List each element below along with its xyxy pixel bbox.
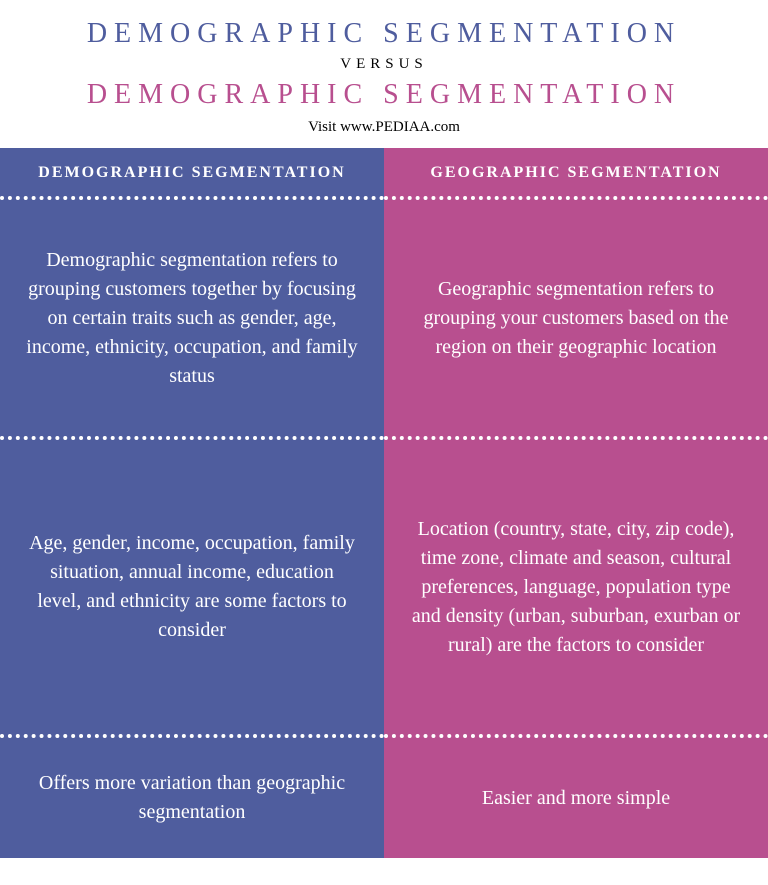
title-bottom: DEMOGRAPHIC SEGMENTATION	[20, 79, 748, 111]
visit-text: Visit www.PEDIAA.com	[20, 119, 748, 136]
right-column: GEOGRAPHIC SEGMENTATION Geographic segme…	[384, 148, 768, 858]
table-cell: Age, gender, income, occupation, family …	[0, 440, 384, 738]
comparison-table: DEMOGRAPHIC SEGMENTATION Demographic seg…	[0, 148, 768, 858]
table-cell: Geographic segmentation refers to groupi…	[384, 200, 768, 440]
right-column-header: GEOGRAPHIC SEGMENTATION	[384, 148, 768, 200]
table-cell: Offers more variation than geographic se…	[0, 738, 384, 858]
table-cell: Easier and more simple	[384, 738, 768, 858]
left-column: DEMOGRAPHIC SEGMENTATION Demographic seg…	[0, 148, 384, 858]
header: DEMOGRAPHIC SEGMENTATION VERSUS DEMOGRAP…	[0, 0, 768, 148]
table-cell: Location (country, state, city, zip code…	[384, 440, 768, 738]
versus-label: VERSUS	[20, 56, 748, 73]
left-column-header: DEMOGRAPHIC SEGMENTATION	[0, 148, 384, 200]
title-top: DEMOGRAPHIC SEGMENTATION	[20, 18, 748, 50]
table-cell: Demographic segmentation refers to group…	[0, 200, 384, 440]
